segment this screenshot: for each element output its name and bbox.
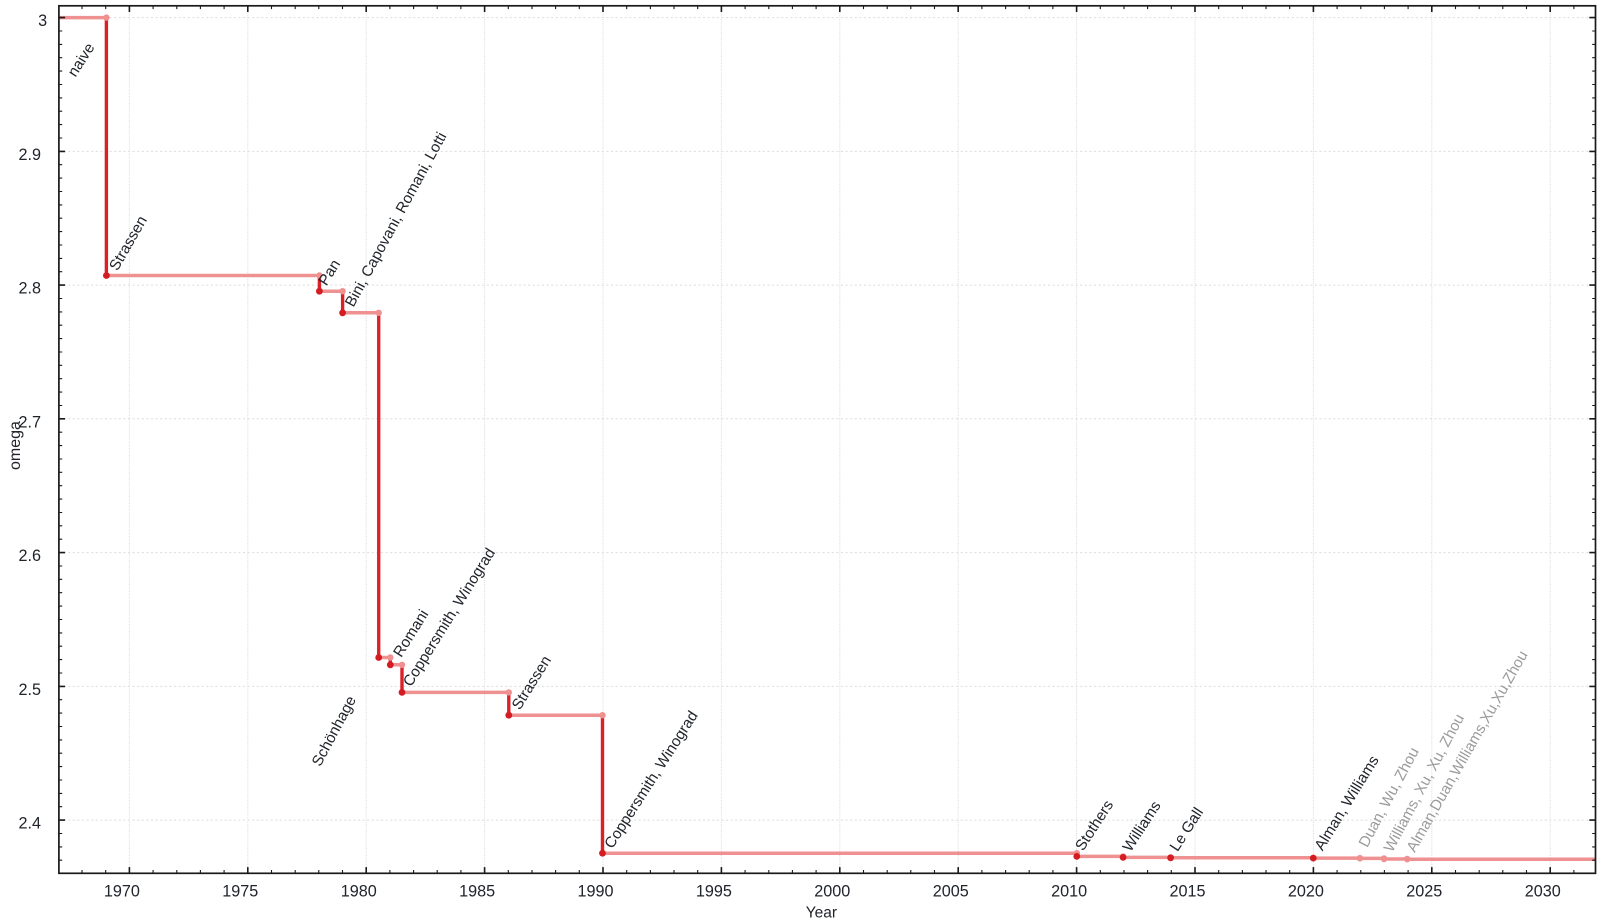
svg-text:2.5: 2.5 xyxy=(18,681,41,699)
svg-text:2005: 2005 xyxy=(933,882,969,900)
svg-text:1980: 1980 xyxy=(341,882,377,900)
svg-text:2.8: 2.8 xyxy=(18,280,41,298)
svg-text:2000: 2000 xyxy=(814,882,850,900)
svg-text:2.6: 2.6 xyxy=(18,547,41,565)
svg-text:3: 3 xyxy=(38,12,47,30)
svg-text:Year: Year xyxy=(806,905,837,920)
svg-text:2.9: 2.9 xyxy=(18,146,41,164)
svg-text:1995: 1995 xyxy=(696,882,732,900)
svg-text:2.7: 2.7 xyxy=(18,413,41,431)
svg-text:1990: 1990 xyxy=(577,882,613,900)
svg-text:1970: 1970 xyxy=(104,882,140,900)
svg-text:1985: 1985 xyxy=(459,882,495,900)
svg-text:2.4: 2.4 xyxy=(18,815,41,833)
svg-text:2015: 2015 xyxy=(1169,882,1205,900)
svg-text:2030: 2030 xyxy=(1525,882,1561,900)
svg-text:1975: 1975 xyxy=(222,882,258,900)
svg-text:2025: 2025 xyxy=(1406,882,1442,900)
svg-text:2010: 2010 xyxy=(1051,882,1087,900)
svg-text:2020: 2020 xyxy=(1288,882,1324,900)
svg-text:omega: omega xyxy=(7,421,24,470)
